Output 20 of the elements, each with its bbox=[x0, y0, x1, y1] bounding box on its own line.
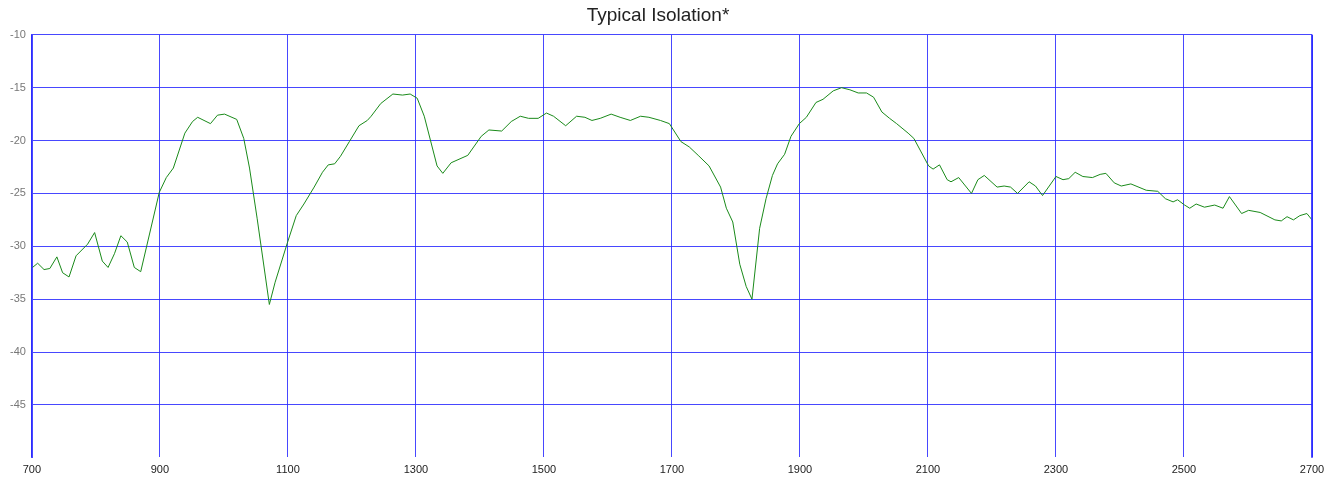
x-tick-label: 1300 bbox=[403, 463, 429, 476]
y-tick-label: -15 bbox=[9, 80, 26, 93]
chart-title: Typical Isolation* bbox=[586, 3, 730, 25]
y-tick-label: -40 bbox=[9, 345, 26, 358]
y-tick-label: -45 bbox=[9, 397, 26, 410]
x-tick-label: 1900 bbox=[787, 463, 813, 476]
y-tick-label: -10 bbox=[9, 27, 26, 40]
x-tick-label: 2100 bbox=[915, 463, 941, 476]
x-tick-label: 2300 bbox=[1043, 463, 1069, 476]
y-tick-label: -30 bbox=[9, 239, 26, 252]
x-tick-label: 2700 bbox=[1299, 463, 1325, 476]
y-tick-label: -20 bbox=[9, 133, 26, 146]
x-tick-label: 1700 bbox=[659, 463, 685, 476]
x-tick-label: 900 bbox=[150, 463, 170, 476]
x-tick-label: 700 bbox=[22, 463, 42, 476]
y-tick-label: -35 bbox=[9, 292, 26, 305]
x-tick-label: 2500 bbox=[1171, 463, 1197, 476]
x-tick-label: 1500 bbox=[531, 463, 557, 476]
y-tick-label: -25 bbox=[9, 186, 26, 199]
x-tick-label: 1100 bbox=[276, 463, 300, 476]
